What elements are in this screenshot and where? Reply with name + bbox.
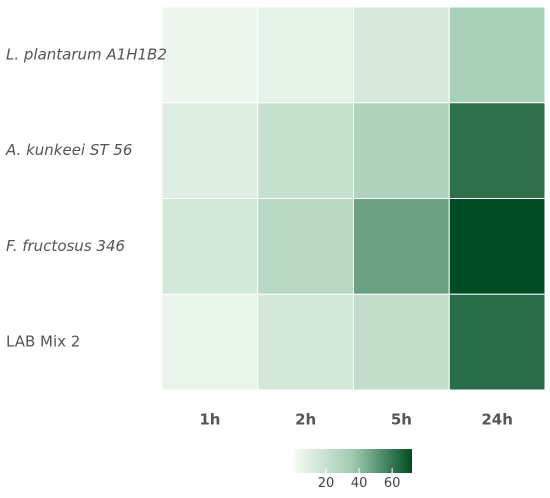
column-labels: 1h 2h 5h 24h [199,411,513,429]
heatmap-cell [257,102,354,199]
column-label: 2h [295,411,316,429]
heatmap-cell [448,293,546,391]
heatmap-cell [161,293,259,391]
row-label: A. kunkeei ST 56 [5,141,132,159]
heatmap-cells [161,6,546,391]
colorbar: 20 40 60 [293,449,412,491]
heatmap-cell [161,6,259,104]
column-label: 24h [481,411,513,429]
heatmap-cell [257,198,354,295]
colorbar-ticks: 20 40 60 [318,468,401,491]
colorbar-tick-label: 20 [318,476,335,491]
row-label: L. plantarum A1H1B2 [6,45,167,63]
heatmap-cell [257,6,354,104]
heatmap-cell [353,102,450,199]
heatmap-cell [448,198,546,295]
row-label: LAB Mix 2 [6,333,80,351]
heatmap-cell [353,6,450,104]
colorbar-tick-label: 60 [384,476,401,491]
column-label: 5h [391,411,412,429]
heatmap-cell [353,293,450,391]
row-label: F. fructosus 346 [6,237,125,255]
colorbar-tick-label: 40 [351,476,368,491]
heatmap-cell [161,102,259,199]
heatmap-cell [448,102,546,199]
heatmap-cell [257,293,354,391]
row-labels: L. plantarum A1H1B2 A. kunkeei ST 56 F. fr… [5,45,167,350]
column-label: 1h [199,411,220,429]
heatmap-cell [161,198,259,295]
colorbar-gradient [293,449,412,473]
heatmap-cell [353,198,450,295]
heatmap-cell [448,6,546,104]
